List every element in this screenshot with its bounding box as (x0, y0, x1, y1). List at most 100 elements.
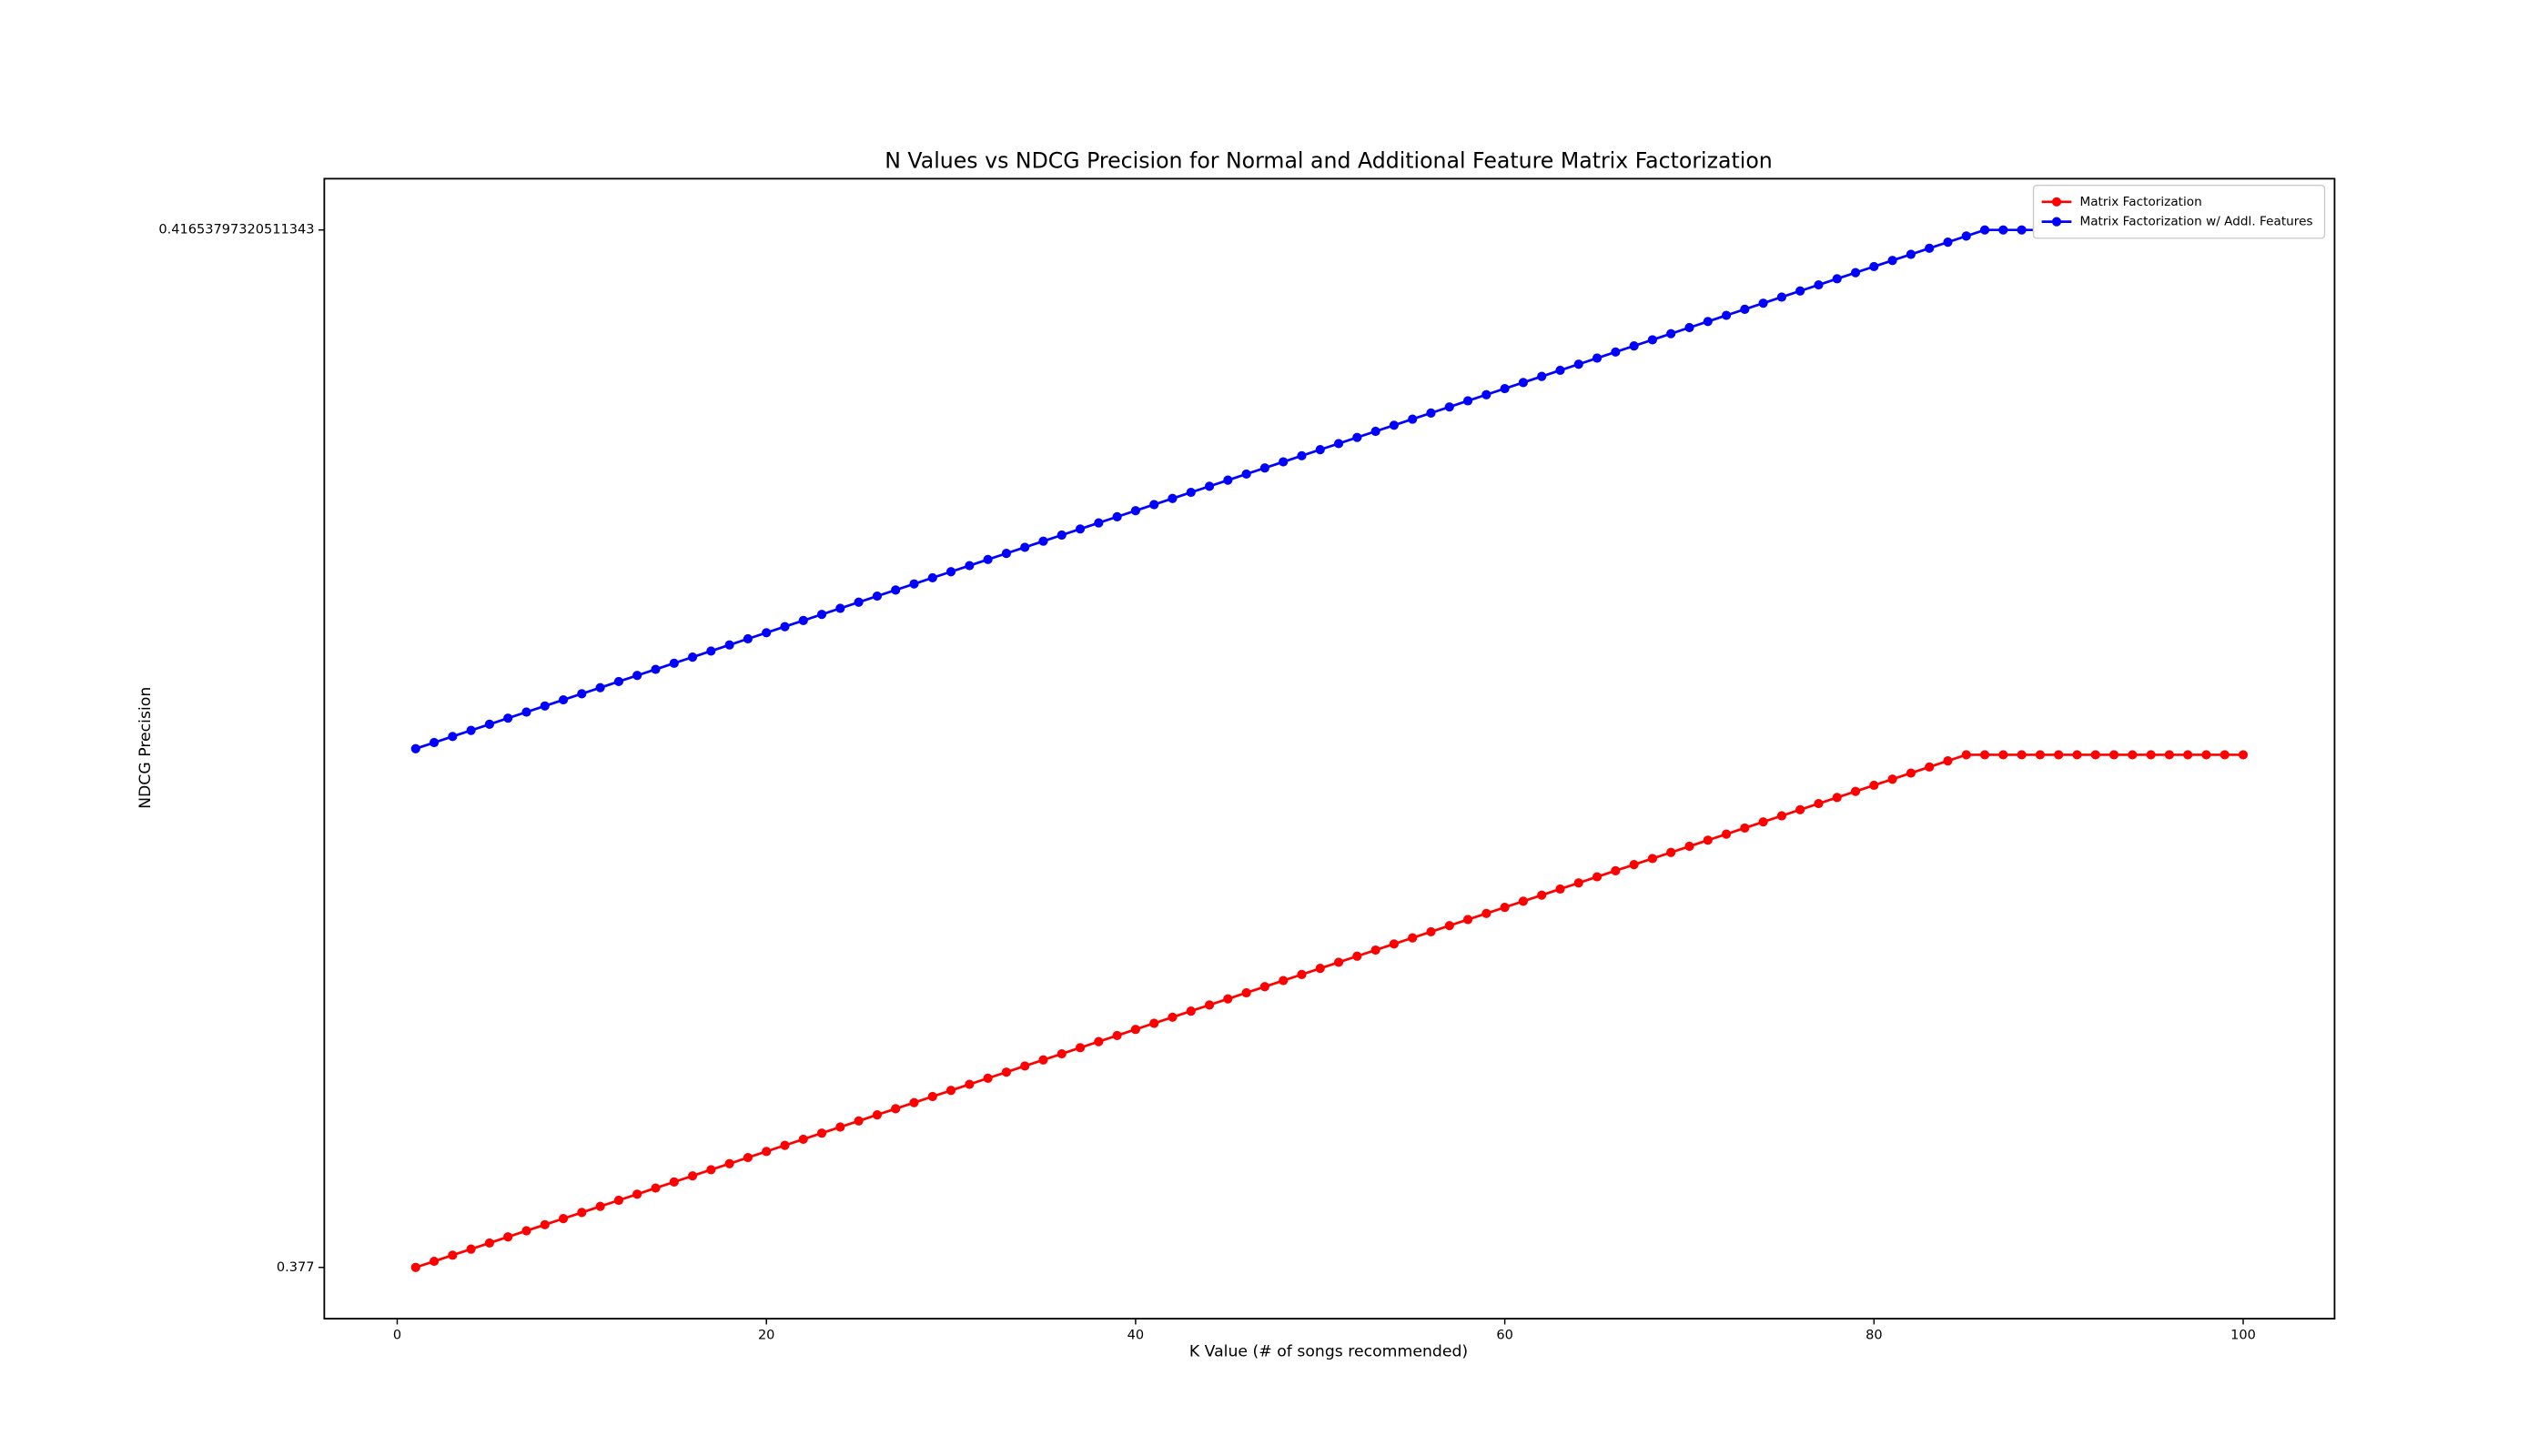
series-marker (724, 1158, 734, 1168)
series-marker (724, 640, 734, 650)
y-tick-label: 0.41653797320511343 (158, 223, 314, 238)
series-marker (466, 725, 476, 735)
series-marker (577, 1208, 587, 1218)
series-marker (1537, 371, 1547, 381)
series-marker (909, 579, 919, 589)
series-marker (429, 1256, 440, 1267)
series-marker (1426, 408, 1436, 418)
series-marker (429, 737, 440, 748)
series-marker (2238, 750, 2249, 760)
series-marker (1001, 549, 1012, 559)
series-marker (816, 610, 827, 620)
series-marker (1315, 445, 1325, 455)
series-marker (706, 1165, 716, 1175)
series-marker (1592, 353, 1603, 363)
series-marker (1758, 817, 1768, 827)
series-marker (762, 628, 772, 638)
series-marker (1795, 804, 1805, 814)
series-marker (1297, 969, 1307, 979)
series-marker (1481, 389, 1491, 399)
series-marker (1094, 518, 1104, 528)
series-marker (1168, 1012, 1178, 1022)
series-marker (1684, 322, 1694, 333)
series-marker (540, 701, 550, 711)
series-marker (835, 603, 845, 613)
series-marker (558, 694, 569, 705)
series-marker (1462, 915, 1473, 925)
series-marker (1943, 756, 1953, 766)
series-marker (1112, 1030, 1122, 1041)
series-marker (2219, 750, 2230, 760)
series-marker (595, 1201, 605, 1211)
series-marker (1814, 798, 1824, 809)
series-marker (1500, 383, 1510, 394)
series-marker (780, 1140, 790, 1150)
series-marker (1555, 365, 1565, 376)
series-marker (1297, 450, 1307, 460)
x-tick-label: 80 (1866, 1328, 1883, 1342)
series-marker (484, 1238, 495, 1249)
x-tick-label: 0 (393, 1328, 401, 1342)
series-marker (1869, 261, 1879, 272)
series-marker (1075, 524, 1086, 534)
series-marker (743, 1152, 753, 1163)
series-marker (632, 1189, 642, 1199)
x-tick-label: 100 (2230, 1328, 2256, 1342)
series-marker (872, 591, 883, 602)
series-marker (669, 658, 679, 668)
series-marker (909, 1097, 919, 1107)
series-marker (965, 561, 975, 571)
series-marker (965, 1079, 975, 1089)
series-marker (2090, 750, 2100, 760)
series-marker (1998, 225, 2008, 235)
series-marker (448, 732, 458, 742)
series-marker (1869, 780, 1879, 791)
series-marker (2072, 750, 2082, 760)
series-marker (1444, 921, 1454, 931)
series-marker (1370, 426, 1380, 437)
series-marker (1204, 1000, 1215, 1010)
series-marker (2017, 750, 2027, 760)
series-marker (1038, 1055, 1048, 1065)
series-marker (1057, 530, 1067, 541)
series-marker (1462, 396, 1473, 406)
series-marker (1961, 231, 1971, 241)
series-marker (613, 1195, 624, 1206)
series-marker (2035, 750, 2045, 760)
series-marker (595, 682, 605, 693)
series-marker (1408, 414, 1418, 424)
series-marker (1020, 1061, 1030, 1071)
y-axis-label: NDCG Precision (136, 687, 155, 809)
x-axis-label: K Value (# of songs recommended) (1189, 1342, 1468, 1360)
plot-frame (323, 177, 2336, 1320)
series-marker (854, 597, 864, 607)
series-marker (1925, 243, 1935, 253)
series-marker (540, 1219, 550, 1229)
series-marker (891, 585, 901, 595)
series-marker (706, 646, 716, 656)
series-marker (983, 554, 993, 564)
series-marker (1408, 933, 1418, 943)
series-marker (651, 1183, 661, 1193)
series-marker (1389, 939, 1399, 949)
series-marker (1223, 475, 1233, 485)
series-marker (1149, 500, 1159, 510)
series-marker (1721, 310, 1732, 320)
series-marker (1186, 1006, 1196, 1016)
series-marker (1814, 279, 1824, 290)
series-marker (2164, 750, 2174, 760)
series-marker (1592, 872, 1603, 882)
series-marker (1647, 854, 1657, 864)
series-marker (1001, 1067, 1012, 1077)
y-tick-label: 0.377 (277, 1260, 315, 1275)
series-marker (1241, 987, 1251, 998)
series-marker (2201, 750, 2211, 760)
series-marker (1998, 750, 2008, 760)
series-marker (1573, 878, 1583, 888)
series-marker (1684, 841, 1694, 852)
x-tick-label: 40 (1127, 1328, 1144, 1342)
series-marker (2128, 750, 2138, 760)
legend-marker (2051, 197, 2062, 207)
